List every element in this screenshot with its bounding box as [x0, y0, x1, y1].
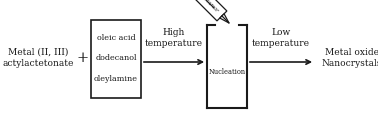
Text: Metal (II, III)
actylactetonate: Metal (II, III) actylactetonate	[2, 48, 74, 68]
Text: Low
temperature: Low temperature	[252, 28, 310, 48]
Text: High
temperature: High temperature	[145, 28, 203, 48]
Text: Precursor: Precursor	[198, 0, 219, 13]
Text: Nucleation: Nucleation	[208, 68, 246, 76]
Text: +: +	[77, 51, 89, 65]
Polygon shape	[190, 0, 227, 21]
Bar	[91, 20, 141, 98]
Text: dodecanol: dodecanol	[95, 54, 137, 62]
Polygon shape	[220, 14, 229, 23]
Text: oleylamine: oleylamine	[94, 75, 138, 83]
Text: oleic acid: oleic acid	[97, 34, 135, 42]
Text: Metal oxide
Nanocrystals: Metal oxide Nanocrystals	[322, 48, 378, 68]
